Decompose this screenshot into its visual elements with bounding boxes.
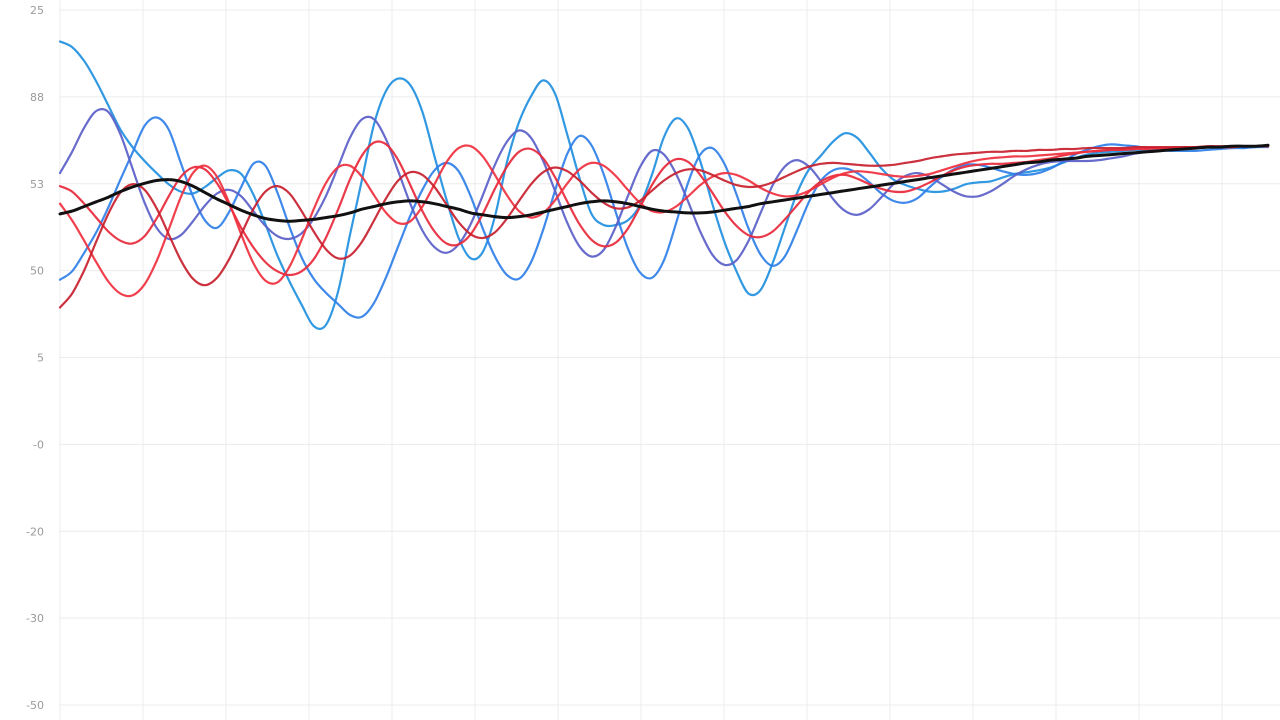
y-tick-label: -0 — [33, 438, 44, 451]
series-line-3 — [58, 107, 1270, 267]
series-line-6 — [58, 145, 1270, 309]
y-tick-label: -20 — [26, 525, 44, 538]
gridlines — [59, 0, 1280, 720]
y-tick-label: 50 — [30, 265, 44, 278]
series-line-4 — [58, 140, 1270, 277]
y-tick-label: 25 — [30, 4, 44, 17]
y-tick-label: 88 — [30, 91, 44, 104]
series-lines — [58, 40, 1270, 330]
y-tick-label: -50 — [26, 699, 44, 712]
y-tick-labels: -50 -30 -20 -0 5 50 53 88 25 — [26, 4, 44, 712]
series-line-7 — [58, 143, 1270, 223]
y-tick-label: 5 — [37, 352, 44, 365]
y-tick-label: -30 — [26, 612, 44, 625]
y-tick-label: 53 — [30, 178, 44, 191]
